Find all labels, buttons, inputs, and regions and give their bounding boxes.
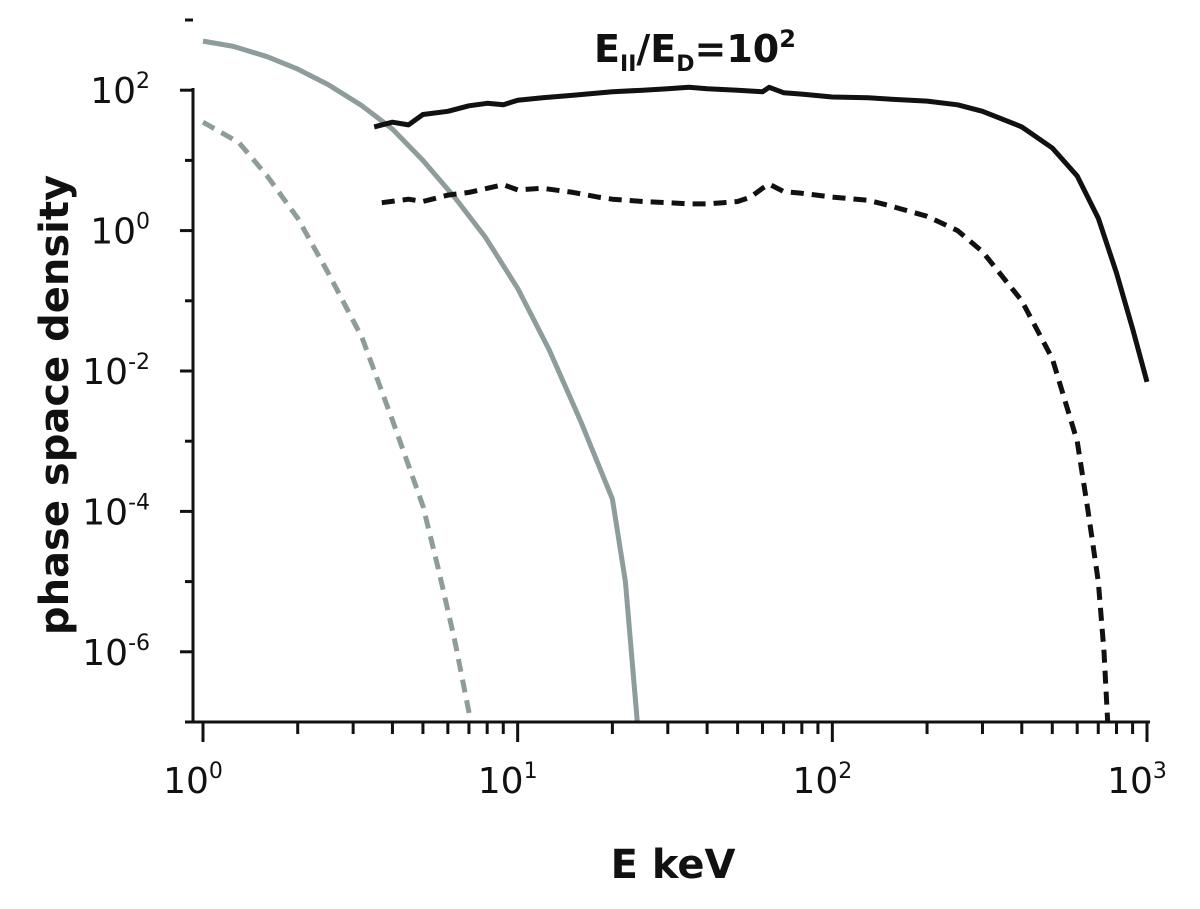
y-tick-label: 10-6 xyxy=(82,631,150,674)
series-layer xyxy=(201,38,1150,723)
y-tick-label: 100 xyxy=(90,210,150,253)
ticks-layer: 100 101 102 103 10-6 10-4 10-2 100 102 xyxy=(82,18,1167,802)
title-superscript: 2 xyxy=(779,25,796,53)
x-tick-label: 101 xyxy=(478,759,538,802)
y-axis-label: phase space density xyxy=(32,175,78,635)
y-tick-label: 10-2 xyxy=(82,350,150,393)
chart-title: EII/ED=102 xyxy=(594,25,796,77)
axes-layer xyxy=(191,88,1150,724)
series-line-1 xyxy=(202,38,640,723)
x-tick-label: 100 xyxy=(163,759,223,802)
title-part-slash-e: /E xyxy=(636,27,676,71)
title-subscript-d: D xyxy=(676,52,694,77)
x-axis-label: E keV xyxy=(611,842,736,888)
series-line-3 xyxy=(373,84,1150,383)
title-part-e: E xyxy=(594,27,620,71)
series-line-4 xyxy=(381,181,1111,723)
y-tick-label: 10-4 xyxy=(82,490,150,533)
x-tick-label: 103 xyxy=(1107,759,1167,802)
title-subscript-ii: II xyxy=(620,52,636,77)
series-line-2 xyxy=(201,120,474,723)
title-part-equals: =10 xyxy=(695,27,780,71)
x-tick-label: 102 xyxy=(792,759,852,802)
y-tick-label: 102 xyxy=(90,69,150,112)
